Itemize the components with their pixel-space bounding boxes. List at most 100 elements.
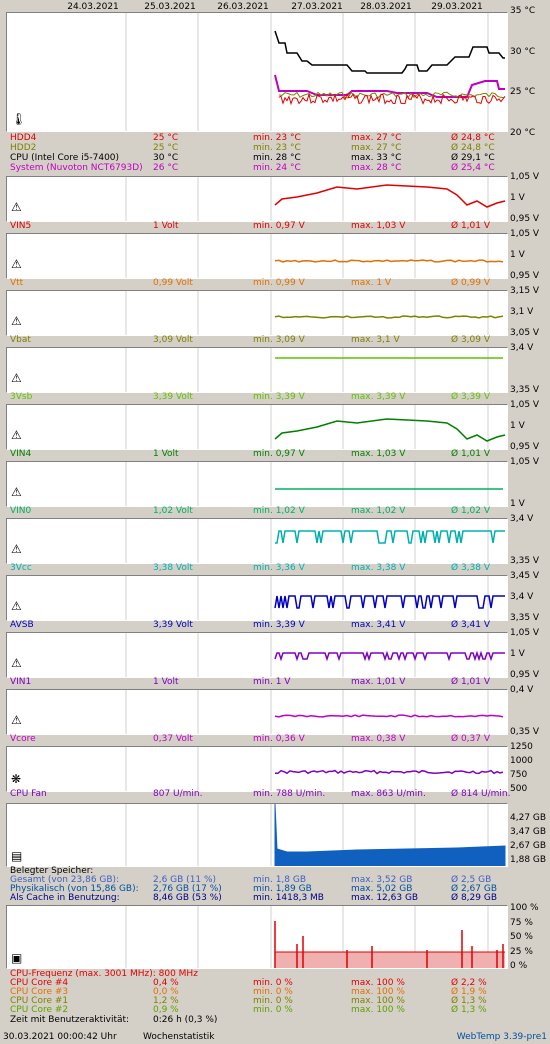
sensor-row: AVSB 3,39 Volt min. 3,39 V max. 3,41 V Ø 3,4… bbox=[10, 620, 510, 630]
y-axis-label: 25 % bbox=[510, 946, 533, 957]
sensor-max: max. 100 % bbox=[351, 1005, 405, 1015]
sensor-warning-icon: ⚠ bbox=[11, 257, 22, 271]
series-line bbox=[274, 259, 504, 263]
sensor-row: Vbat 3,09 Volt min. 3,09 V max. 3,1 V Ø 3,09… bbox=[10, 335, 510, 345]
cpu-frequency: CPU-Frequenz (max. 3001 MHz): 800 MHz bbox=[10, 969, 198, 979]
sensor-value: 3,38 Volt bbox=[153, 563, 193, 573]
sensor-avg: Ø 3,39 V bbox=[451, 392, 491, 402]
footer-timestamp: 30.03.2021 00:00:42 Uhr bbox=[3, 1032, 117, 1042]
sensor-row: HDD2 25 °C min. 23 °C max. 27 °C Ø 24,8 °C bbox=[10, 143, 510, 153]
sensor-name: Physikalisch (von 15,86 GB): bbox=[10, 884, 139, 894]
y-axis-label: 20 °C bbox=[510, 128, 536, 138]
sensor-max: max. 3,1 V bbox=[351, 335, 400, 345]
sensor-row: VIN5 1 Volt min. 0,97 V max. 1,03 V Ø 1,01 V bbox=[10, 221, 510, 231]
sensor-row: CPU Core #1 1,2 % min. 0 % max. 100 % Ø 1,3 … bbox=[10, 996, 510, 1006]
sensor-avg: Ø 25,4 °C bbox=[451, 163, 495, 173]
voltage-chart-3vsb: ⚠ bbox=[6, 347, 508, 393]
y-axis-label: 1 V bbox=[510, 499, 525, 509]
activity-label: Zeit mit Benutzeraktivität: bbox=[10, 1015, 130, 1025]
sensor-max: max. 27 °C bbox=[351, 133, 402, 143]
footer: 30.03.2021 00:00:42 Uhr Wochenstatistik … bbox=[0, 1030, 550, 1044]
y-axis-label: 4,27 GB bbox=[510, 813, 547, 823]
sensor-max: max. 100 % bbox=[351, 987, 405, 997]
y-axis-label: 3,35 V bbox=[510, 613, 540, 623]
voltage-chart-vtt-plot bbox=[125, 234, 504, 278]
series-line bbox=[274, 30, 505, 74]
sensor-value: 2,6 GB (11 %) bbox=[153, 875, 217, 885]
memory-chart-plot bbox=[125, 804, 506, 866]
memory-title: Belegter Speicher: bbox=[10, 866, 94, 876]
sensor-max: max. 33 °C bbox=[351, 153, 402, 163]
sensor-name: System (Nuvoton NCT6793D) bbox=[10, 163, 143, 173]
sensor-value: 0,37 Volt bbox=[153, 734, 193, 744]
voltage-chart-vin0-plot bbox=[125, 462, 503, 506]
sensor-name: VIN4 bbox=[10, 449, 32, 459]
sensor-avg: Ø 24,8 °C bbox=[451, 143, 495, 153]
sensor-warning-icon: ⚠ bbox=[11, 200, 22, 214]
sensor-max: max. 1 V bbox=[351, 278, 392, 288]
voltage-chart-vin5: ⚠ bbox=[6, 176, 508, 222]
sensor-name: Vtt bbox=[10, 278, 24, 288]
y-axis-label: 1,05 V bbox=[510, 457, 540, 467]
sensor-max: max. 3,38 V bbox=[351, 563, 406, 573]
footer-version-link[interactable]: WebTemp 3.39-pre1 bbox=[456, 1032, 547, 1042]
sensor-max: max. 0,38 V bbox=[351, 734, 406, 744]
y-axis-label: 1250 bbox=[510, 742, 533, 752]
date-label: 25.03.2021 bbox=[144, 2, 196, 12]
date-axis: 24.03.2021 25.03.2021 26.03.2021 27.03.2021… bbox=[0, 0, 550, 12]
series-line bbox=[274, 595, 505, 609]
sensor-value: 1 Volt bbox=[153, 677, 179, 687]
cpu-load-area bbox=[275, 952, 505, 968]
sensor-name: VIN1 bbox=[10, 677, 32, 687]
y-axis-label: 1,05 V bbox=[510, 628, 540, 638]
series-line bbox=[274, 315, 504, 319]
sensor-name: CPU (Intel Core i5-7400) bbox=[10, 153, 120, 163]
sensor-row: VIN0 1,02 Volt min. 1,02 V max. 1,02 V Ø 1,0… bbox=[10, 506, 510, 516]
sensor-value: 8,46 GB (53 %) bbox=[153, 893, 222, 903]
fan-icon: ❋ bbox=[11, 772, 22, 786]
y-axis-label: 3,4 V bbox=[510, 343, 534, 353]
sensor-min: min. 23 °C bbox=[253, 143, 301, 153]
sensor-row: VIN1 1 Volt min. 1 V max. 1,01 V Ø 1,01 V bbox=[10, 677, 510, 687]
sensor-value: 3,39 Volt bbox=[153, 392, 193, 402]
series-line bbox=[274, 184, 506, 208]
memory-area bbox=[274, 804, 506, 866]
sensor-warning-icon: ⚠ bbox=[11, 656, 22, 670]
sensor-avg: Ø 3,38 V bbox=[451, 563, 491, 573]
sensor-min: min. 0,99 V bbox=[253, 278, 305, 288]
sensor-name: CPU Fan bbox=[10, 789, 47, 799]
y-axis-label: 0,95 V bbox=[510, 670, 540, 680]
voltage-chart-3vcc: ⚠ bbox=[6, 518, 508, 564]
sensor-avg: Ø 2,5 GB bbox=[451, 875, 492, 885]
sensor-value: 1,02 Volt bbox=[153, 506, 193, 516]
y-axis-label: 1 V bbox=[510, 421, 525, 431]
sensor-name: 3Vsb bbox=[10, 392, 33, 402]
y-axis-label: 3,4 V bbox=[510, 592, 534, 602]
y-axis-label: 3,4 V bbox=[510, 514, 534, 524]
sensor-name: CPU Core #3 bbox=[10, 987, 69, 997]
y-axis-label: 1,05 V bbox=[510, 400, 540, 410]
series-line bbox=[278, 91, 505, 99]
sensor-name: CPU Core #4 bbox=[10, 978, 69, 988]
y-axis-label: 3,35 V bbox=[510, 385, 540, 395]
cpu-chip-icon: ▣ bbox=[11, 951, 23, 965]
sensor-name: CPU Core #1 bbox=[10, 996, 69, 1006]
sensor-max: max. 1,02 V bbox=[351, 506, 406, 516]
y-axis-label: 0,95 V bbox=[510, 271, 540, 281]
voltage-chart-3vsb-plot bbox=[125, 348, 503, 392]
sensor-name: Als Cache in Benutzung: bbox=[10, 893, 120, 903]
footer-mode-link[interactable]: Wochenstatistik bbox=[143, 1032, 215, 1042]
sensor-warning-icon: ⚠ bbox=[11, 599, 22, 613]
series-line bbox=[274, 418, 506, 442]
sensor-max: max. 12,63 GB bbox=[351, 893, 419, 903]
sensor-max: max. 3,39 V bbox=[351, 392, 406, 402]
sensor-value: 3,09 Volt bbox=[153, 335, 193, 345]
cpu-chart-plot bbox=[125, 906, 505, 968]
sensor-max: max. 1,03 V bbox=[351, 449, 406, 459]
sensor-row: CPU Core #3 0,0 % min. 0 % max. 100 % Ø 1,9 … bbox=[10, 987, 510, 997]
sensor-min: min. 28 °C bbox=[253, 153, 301, 163]
sensor-min: min. 1418,3 MB bbox=[253, 893, 324, 903]
y-axis-label: 0,35 V bbox=[510, 727, 540, 737]
voltage-chart-vin4-plot bbox=[125, 405, 506, 449]
sensor-max: max. 100 % bbox=[351, 978, 405, 988]
